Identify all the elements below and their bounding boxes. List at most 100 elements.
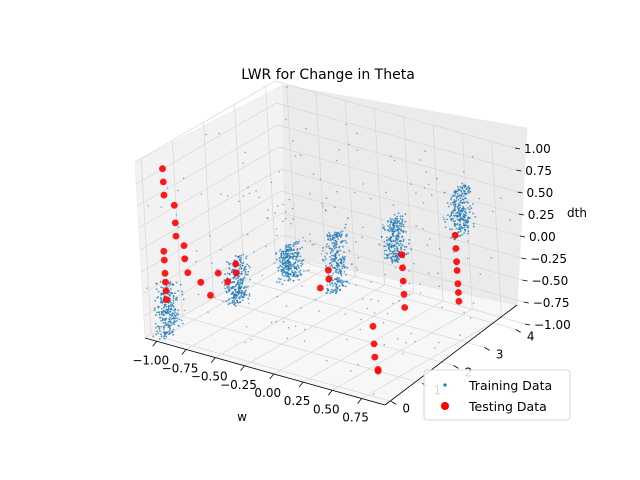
training-point	[169, 295, 171, 297]
training-point	[283, 279, 286, 282]
training-point	[462, 171, 465, 173]
training-point	[241, 262, 243, 265]
training-point	[325, 197, 328, 199]
training-point	[281, 266, 284, 268]
training-point	[338, 254, 340, 256]
training-point	[335, 285, 337, 288]
training-point	[330, 290, 332, 293]
training-point	[384, 229, 386, 231]
training-point	[426, 244, 429, 246]
training-point	[366, 307, 369, 310]
training-point	[163, 337, 166, 340]
training-point	[388, 252, 391, 255]
training-point	[172, 305, 175, 308]
training-point	[293, 243, 296, 246]
training-point	[231, 299, 234, 302]
training-point	[300, 262, 302, 265]
training-point	[287, 265, 289, 267]
training-point	[230, 271, 233, 274]
training-point	[171, 313, 173, 315]
training-point	[334, 271, 337, 273]
training-point	[156, 311, 158, 314]
training-point	[401, 219, 404, 222]
training-point	[387, 244, 390, 247]
training-point	[175, 214, 178, 216]
testing-point	[455, 297, 463, 305]
training-point	[332, 239, 335, 241]
training-point	[336, 268, 339, 271]
training-point	[325, 265, 327, 267]
training-point	[290, 222, 292, 225]
z-tick-mark	[523, 301, 529, 304]
training-point	[328, 245, 330, 248]
training-point	[160, 293, 163, 295]
training-point	[459, 223, 461, 226]
training-point	[397, 242, 400, 245]
training-point	[402, 352, 404, 355]
training-point	[398, 222, 401, 225]
training-point	[299, 269, 302, 272]
training-point	[284, 270, 286, 273]
training-point	[340, 280, 343, 282]
training-point	[239, 256, 242, 259]
training-point	[329, 252, 332, 254]
training-point	[467, 201, 470, 204]
training-point	[472, 302, 475, 305]
training-point	[161, 307, 163, 310]
training-point	[500, 197, 502, 199]
training-point	[344, 280, 347, 283]
training-point	[195, 260, 197, 263]
testing-point	[172, 232, 180, 240]
training-point	[171, 331, 174, 334]
training-point	[298, 278, 300, 281]
training-point	[234, 254, 237, 257]
training-point	[362, 226, 364, 229]
training-point	[464, 224, 467, 227]
training-point	[245, 255, 248, 258]
training-point	[281, 283, 284, 286]
training-point	[156, 330, 159, 333]
training-point	[461, 227, 464, 229]
training-point	[425, 171, 428, 173]
training-point	[332, 249, 334, 252]
x-tick-mark	[357, 398, 362, 404]
training-point	[250, 338, 253, 341]
training-point	[343, 257, 346, 260]
training-point	[246, 263, 248, 266]
z-axis-ticks: −1.00 −0.75 −0.50 −0.25 0.00 0.25 0.50 0.75 1.00	[514, 142, 571, 332]
training-point	[236, 301, 239, 304]
training-point	[285, 305, 288, 308]
training-point	[468, 208, 471, 211]
training-point	[270, 181, 273, 184]
training-point	[276, 295, 279, 298]
training-point	[322, 259, 325, 262]
training-point	[348, 282, 350, 285]
grid-line-y	[151, 334, 392, 402]
z-tick-mark	[514, 147, 521, 150]
training-point	[248, 302, 250, 305]
training-point	[338, 277, 341, 280]
training-point	[400, 246, 402, 249]
training-point	[332, 241, 335, 244]
training-point	[174, 292, 176, 295]
training-point	[225, 285, 228, 287]
training-point	[386, 221, 389, 223]
training-point	[238, 285, 241, 288]
testing-point	[160, 256, 168, 264]
training-point	[241, 264, 244, 267]
training-point	[240, 268, 243, 270]
training-point	[386, 242, 388, 245]
training-point	[331, 282, 333, 285]
training-point	[214, 296, 216, 299]
training-point	[459, 221, 461, 223]
training-point	[227, 303, 230, 306]
training-point	[227, 261, 230, 264]
z-tick-label: 0.25	[528, 208, 555, 222]
training-point	[275, 258, 278, 261]
training-point	[442, 216, 445, 219]
training-point	[168, 284, 171, 287]
training-point	[288, 277, 291, 280]
training-point	[388, 242, 390, 245]
training-point	[396, 227, 399, 230]
training-point	[465, 212, 468, 214]
